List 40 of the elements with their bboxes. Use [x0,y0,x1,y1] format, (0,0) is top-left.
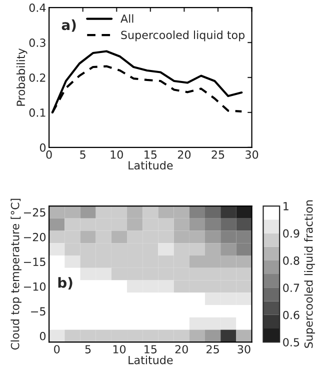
x-tick-label: 30 [238,345,250,354]
x-tick-label: 15 [144,150,157,159]
y-tick-label: −5 [31,307,46,316]
legend-label: All [120,14,134,23]
x-tick-label: 15 [144,345,157,354]
x-tick-label: 5 [80,150,86,159]
y-tick-label: −25 [24,208,46,217]
color-bar-label: 0.7 [283,284,300,292]
x-tick-label: 5 [85,345,91,354]
y-tick-label: 0.1 [29,108,46,117]
y-tick-label: 0 [40,332,46,340]
color-bar-label: 0.8 [283,256,300,265]
x-tick-label: 20 [175,345,188,354]
y-tick-label: −15 [24,258,46,266]
y-tick-label: 0.2 [29,73,46,82]
x-tick-label: 20 [178,150,191,159]
x-tick-label: 30 [246,150,258,159]
y-tick-label: 0.3 [29,38,46,47]
legend-label: Supercooled liquid top [121,30,245,42]
color-bar-label: 1 [284,202,288,210]
color-bar-label: 0.6 [283,310,300,320]
y-axis-title: Probability [16,48,28,106]
y-axis-title: Cloud top temperature [°C] [10,198,22,350]
y-tick-label: 0.4 [29,4,46,12]
y-tick-label: 0 [40,143,46,152]
color-bar-label: 0.5 [283,338,300,346]
x-tick-label: 25 [206,345,219,354]
annotation: a) [62,19,76,32]
annotation: b) [58,277,72,290]
x-tick-label: 10 [113,345,126,354]
y-tick-label: −10 [24,282,46,291]
color-bar-title: Supercooled liquid fraction [304,200,315,348]
x-axis-title: Latitude [128,356,173,364]
y-tick-label: −20 [24,232,46,242]
x-tick-label: 25 [212,150,224,159]
x-tick-label: 0 [46,150,52,159]
x-axis-title: Latitude [128,160,173,170]
x-tick-label: 10 [110,150,123,159]
x-tick-label: 0 [54,345,60,354]
color-bar-label: 0.9 [283,229,300,238]
